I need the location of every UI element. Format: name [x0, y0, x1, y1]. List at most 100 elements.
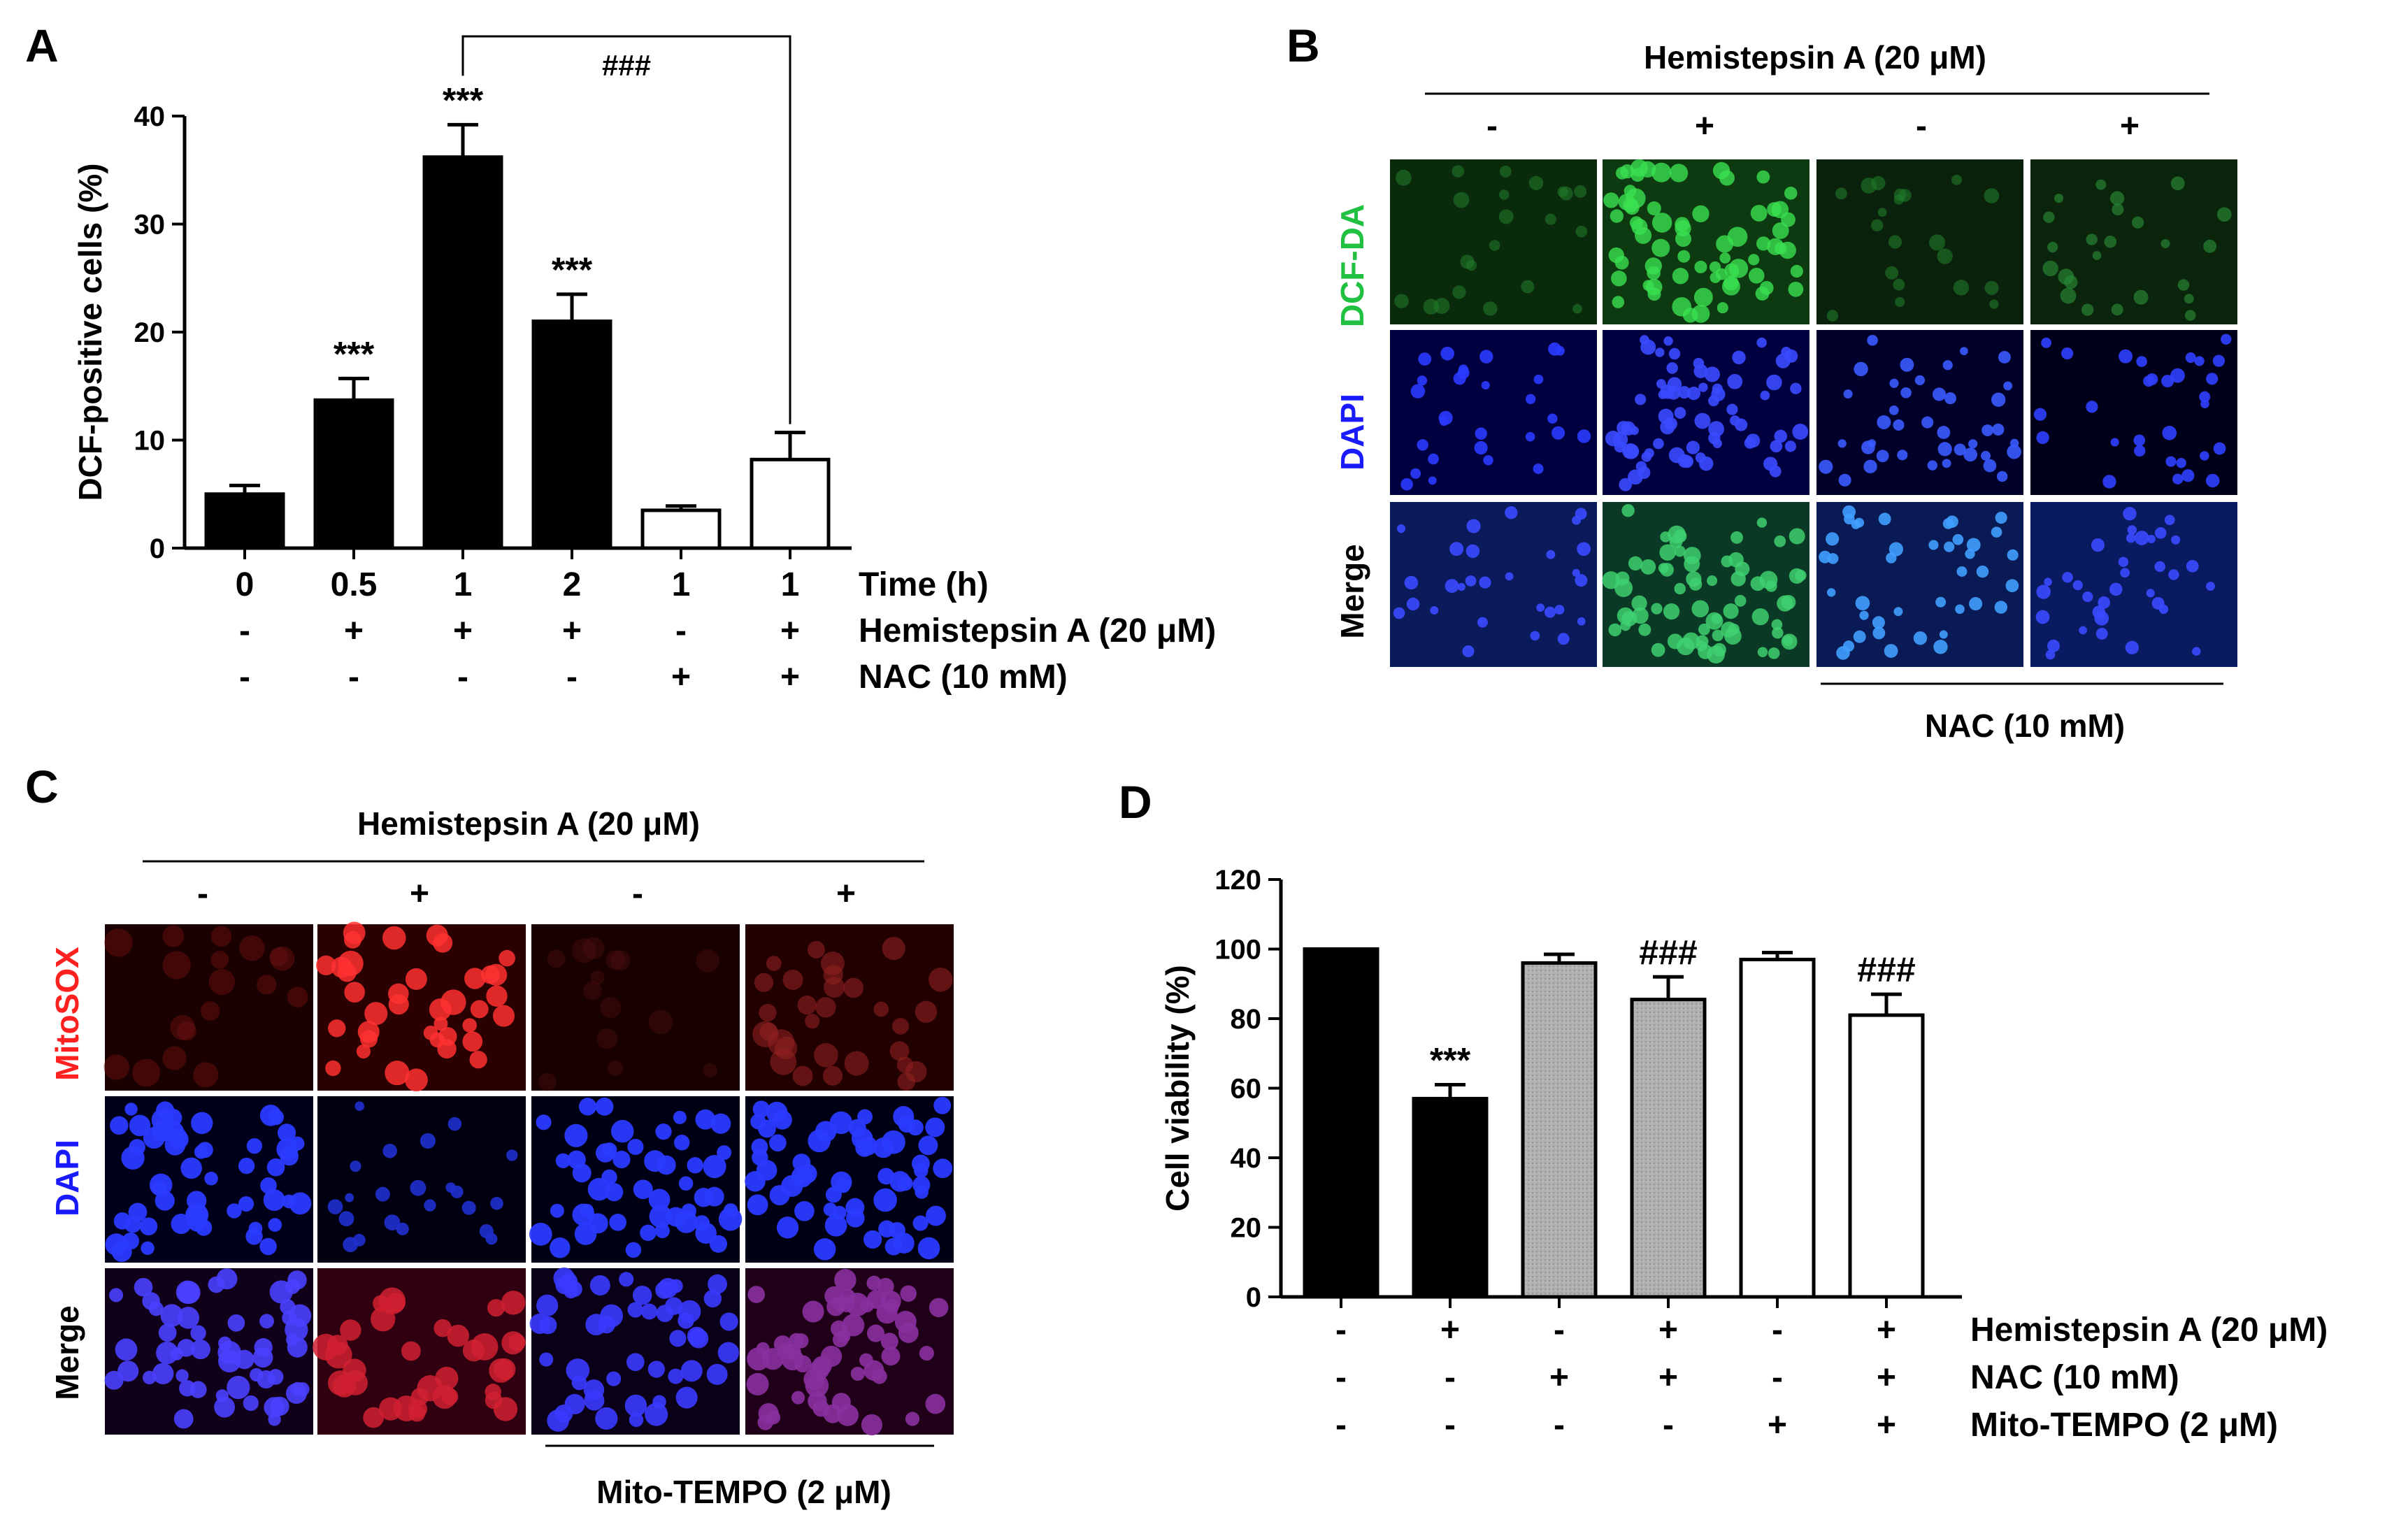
cell-dot [270, 946, 295, 971]
cell-dot [905, 1061, 927, 1083]
cell-dot [2172, 473, 2184, 484]
micrograph-panel [1603, 330, 1809, 495]
cell-dot [2161, 375, 2174, 388]
bar [531, 320, 612, 550]
cell-dot [1530, 631, 1540, 641]
condition-cell: - [1772, 1359, 1783, 1396]
cell-dot [1751, 608, 1769, 626]
cell-dot [328, 1019, 346, 1038]
cell-dot [1928, 540, 1939, 550]
micrograph-panel [1816, 330, 2023, 495]
cell-dot [2036, 584, 2051, 599]
cell-dot [624, 1394, 647, 1417]
cell-dot [595, 1407, 618, 1430]
cell-dot [134, 1277, 153, 1297]
cell-dot [162, 1121, 185, 1143]
cell-dot [1994, 601, 2008, 614]
condition-cell: 1 [672, 566, 691, 603]
cell-dot [1712, 383, 1723, 394]
cell-dot [1691, 600, 1710, 618]
condition-row-label: Mito-TEMPO (2 μM) [1970, 1407, 2278, 1444]
cell-dot [1893, 419, 1905, 431]
condition-cell: - [1772, 1312, 1783, 1349]
cell-dot [550, 1203, 564, 1218]
cell-dot [1716, 235, 1734, 253]
cell-dot [2118, 557, 2129, 568]
cell-dot [857, 1109, 873, 1125]
cell-dot [1976, 565, 1989, 578]
cell-dot [873, 1001, 889, 1017]
micrograph-panel [1603, 159, 1809, 324]
cell-dot [103, 1054, 129, 1080]
cell-dot [1651, 642, 1665, 657]
cell-dot [363, 1407, 384, 1428]
cell-dot [845, 1209, 865, 1228]
cell-dot [1843, 389, 1853, 399]
cell-dot [1682, 308, 1698, 323]
cell-dot [589, 1275, 610, 1295]
cell-dot [405, 968, 427, 990]
cell-dot [1989, 299, 1999, 309]
panel-b-sign-1: - [1486, 108, 1498, 145]
cell-dot [2112, 203, 2124, 216]
cell-dot [1483, 455, 1493, 466]
cell-dot [2186, 559, 2199, 573]
cell-dot [1647, 287, 1661, 301]
cell-dot [1631, 595, 1647, 611]
cell-dot [282, 1194, 296, 1209]
cell-dot [792, 1065, 813, 1086]
cell-dot [1888, 235, 1902, 249]
cell-dot [647, 1361, 666, 1378]
cell-dot [141, 1241, 155, 1256]
cell-dot [926, 1205, 946, 1226]
cell-dot [1693, 357, 1705, 369]
cell-dot [2176, 457, 2186, 468]
cell-dot [1759, 280, 1774, 295]
cell-dot [252, 1347, 273, 1368]
condition-cell: - [1335, 1359, 1347, 1396]
micrograph-panel [104, 1268, 313, 1435]
bar-group [204, 483, 285, 550]
cell-dot [882, 936, 905, 961]
cell-dot [1710, 272, 1721, 284]
cell-dot [925, 1393, 946, 1414]
cell-dot [1756, 170, 1770, 184]
cell-dot [710, 1113, 731, 1134]
cell-dot [175, 1369, 189, 1382]
significance-label: *** [1430, 1041, 1471, 1080]
micrograph-panel [105, 1096, 313, 1263]
condition-row-label: Time (h) [859, 566, 989, 603]
cell-dot [1533, 374, 1544, 385]
cell-dot [2170, 176, 2185, 191]
cell-dot [396, 1222, 409, 1235]
cell-dot [812, 1356, 832, 1376]
cell-dot [1861, 440, 1875, 454]
cell-dot [2062, 572, 2073, 583]
cell-dot [550, 1237, 571, 1258]
significance-label: ### [1857, 950, 1915, 989]
cell-dot [595, 1097, 614, 1116]
significance-label: *** [552, 250, 593, 289]
cell-dot [1867, 334, 1878, 346]
cell-dot [695, 1222, 717, 1244]
cell-dot [1707, 575, 1718, 587]
cell-dot [1669, 164, 1689, 182]
cell-dot [1698, 623, 1710, 636]
cell-dot [754, 972, 774, 992]
cell-dot [388, 993, 409, 1015]
micrograph-panel [529, 1096, 743, 1263]
cell-dot [717, 1145, 732, 1161]
cell-dot [193, 1062, 219, 1088]
cell-dot [529, 1223, 552, 1246]
cell-dot [2098, 596, 2111, 609]
micrograph-panel [317, 1096, 526, 1263]
cell-dot [2125, 640, 2139, 654]
condition-cell: - [348, 659, 359, 696]
bar-group: *** [531, 250, 612, 550]
condition-cell: 0 [236, 566, 255, 603]
cell-dot [2205, 473, 2220, 488]
cell-dot [678, 1300, 701, 1323]
cell-dot [907, 1119, 924, 1136]
cell-dot [208, 968, 235, 996]
